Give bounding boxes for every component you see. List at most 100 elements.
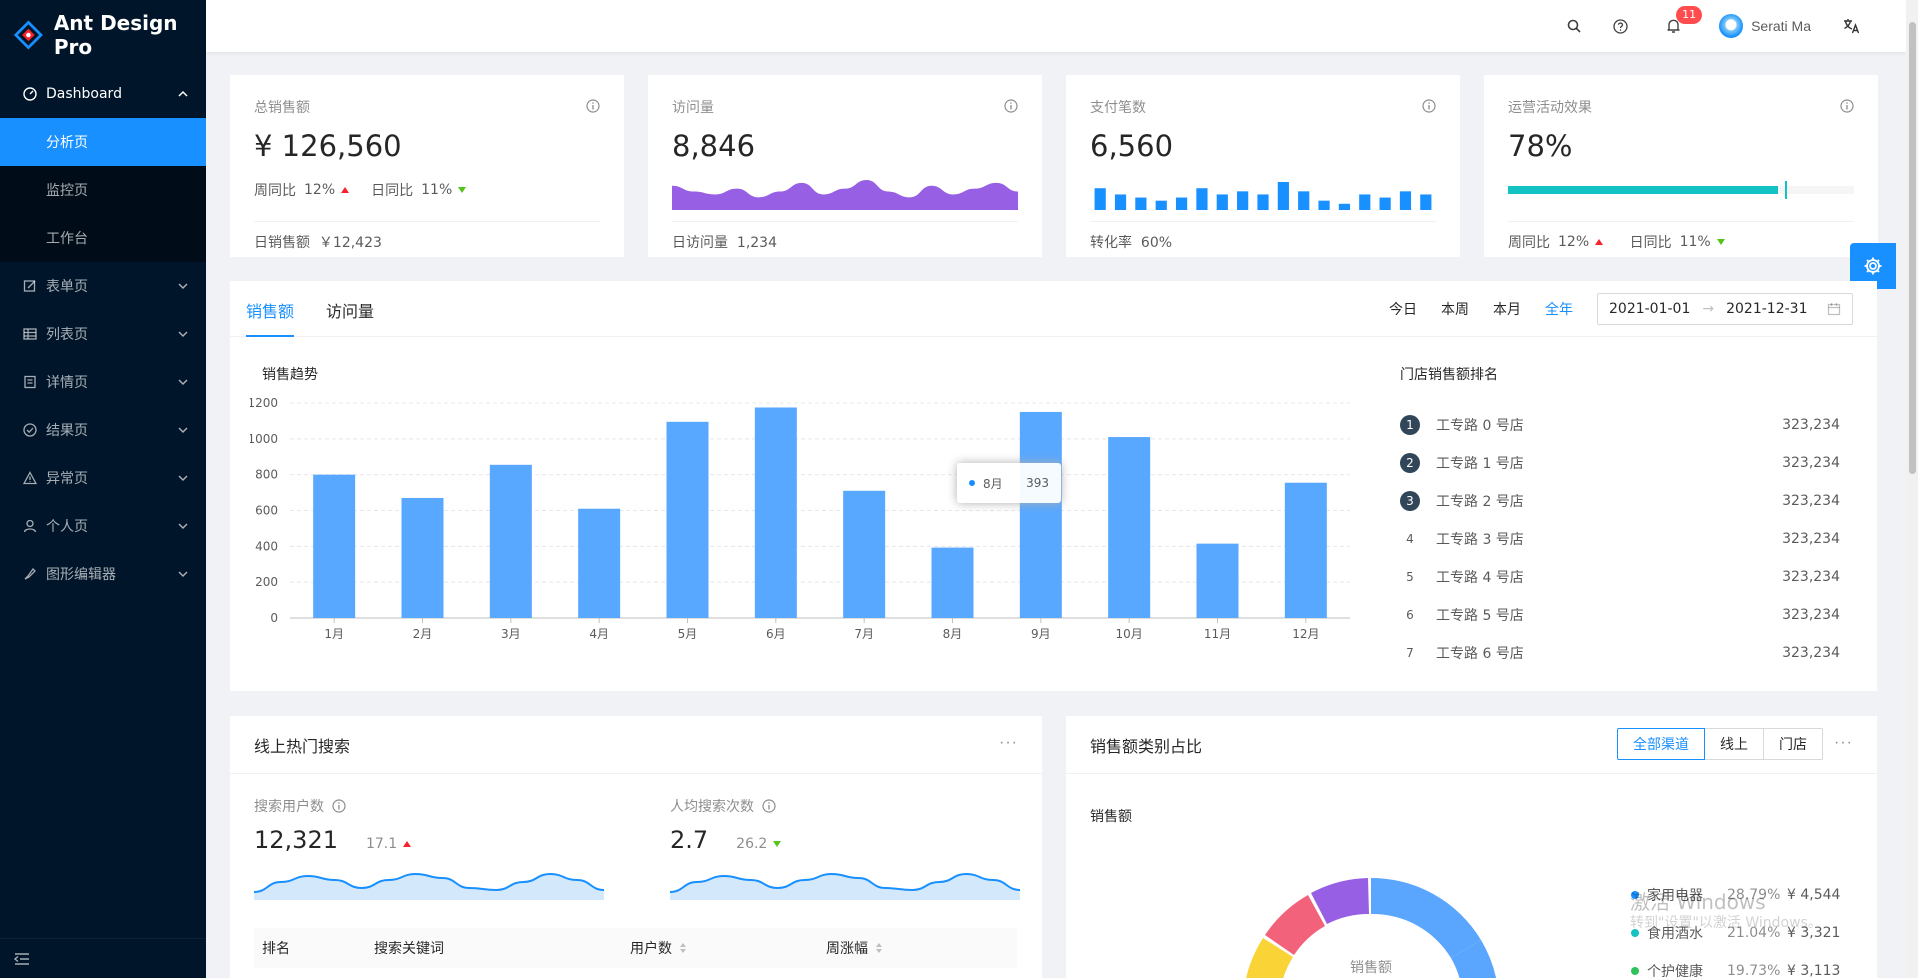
chart-title: 销售趋势 xyxy=(262,367,318,383)
rank-row: 2 工专路 1 号店 323,234 xyxy=(1400,444,1840,482)
radio-stores[interactable]: 门店 xyxy=(1763,728,1823,760)
rank-number: 6 xyxy=(1406,608,1414,622)
rank-number: 7 xyxy=(1406,646,1414,660)
menu-account[interactable]: 个人页 xyxy=(0,502,206,550)
stat-card-total-sales: 总销售额 ¥ 126,560 周同比 12% 日同比 11% 日销售额 ￥12,42… xyxy=(230,75,624,257)
column-range-label: 周涨幅 xyxy=(826,941,868,957)
sort-icon xyxy=(876,943,882,953)
info-circle-icon[interactable] xyxy=(1004,99,1018,113)
rank-row: 1 工专路 0 号店 323,234 xyxy=(1400,406,1840,444)
wave-area-line xyxy=(669,872,1021,893)
menu-profile[interactable]: 详情页 xyxy=(0,358,206,406)
menu-exception[interactable]: 异常页 xyxy=(0,454,206,502)
tooltip-value: 393 xyxy=(1026,476,1049,490)
ellipsis-icon[interactable]: ··· xyxy=(1834,734,1853,751)
rank-number: 3 xyxy=(1400,491,1420,511)
payment-bar xyxy=(1318,200,1330,210)
legend-item[interactable]: 家用电器 28.79% ¥ 4,544 xyxy=(1631,876,1861,914)
user-icon xyxy=(22,518,38,534)
footer-label: 转化率 xyxy=(1090,235,1132,251)
legend-item[interactable]: 个护健康 19.73% ¥ 3,113 xyxy=(1631,952,1861,978)
form-icon xyxy=(22,278,38,294)
visits-area-path xyxy=(672,180,1018,210)
avg-change-value: 26.2 xyxy=(736,836,768,852)
menu-result[interactable]: 结果页 xyxy=(0,406,206,454)
column-users[interactable]: 用户数 xyxy=(630,938,686,958)
payment-bar xyxy=(1175,197,1188,210)
mini-value: 2.7 26.2 xyxy=(670,826,1020,854)
stat-card-operations: 运营活动效果 78% 周同比 12% 日同比 11% xyxy=(1484,75,1878,257)
menu-editor[interactable]: 图形编辑器 xyxy=(0,550,206,598)
y-tick-label: 0 xyxy=(270,611,278,625)
range-month[interactable]: 本月 xyxy=(1493,302,1521,318)
column-weekly-range[interactable]: 周涨幅 xyxy=(826,938,882,958)
header-search[interactable] xyxy=(1557,0,1591,52)
sales-category-card: 销售额类别占比 全部渠道 线上 门店 ··· 销售额 销售额 家用电器 28.79… xyxy=(1066,716,1877,978)
date-range-picker[interactable]: 2021-01-01 → 2021-12-31 xyxy=(1597,293,1853,325)
stat-title: 运营活动效果 xyxy=(1508,100,1592,116)
rank-value: 323,234 xyxy=(1782,455,1840,471)
x-tick-label: 5月 xyxy=(678,627,698,641)
menu-form[interactable]: 表单页 xyxy=(0,262,206,310)
table-icon xyxy=(22,326,38,342)
range-week[interactable]: 本周 xyxy=(1441,302,1469,318)
radio-all-channels[interactable]: 全部渠道 xyxy=(1617,728,1705,760)
menu-result-label: 结果页 xyxy=(46,423,88,439)
header-language[interactable] xyxy=(1833,0,1870,52)
users-label: 搜索用户数 xyxy=(254,799,324,815)
caret-down-icon xyxy=(773,841,782,847)
x-tick-label: 6月 xyxy=(766,627,786,641)
menu-fold-icon xyxy=(14,952,29,965)
sales-bar-chart: 0 200 400 600 800 1000 1200 1月 2月 3月 4月 5月 6月 7月 8月 9月 1… xyxy=(250,396,1350,641)
caret-up-icon xyxy=(1595,239,1604,245)
x-tick-label: 7月 xyxy=(854,627,874,641)
collapse-toggle[interactable] xyxy=(0,938,206,978)
avg-value: 2.7 xyxy=(670,826,709,854)
menu-list[interactable]: 列表页 xyxy=(0,310,206,358)
payment-bar xyxy=(1257,194,1269,210)
legend-item[interactable]: 食用酒水 21.04% ¥ 3,321 xyxy=(1631,914,1861,952)
chevron-down-icon xyxy=(178,475,188,482)
week-value: 12% xyxy=(1558,234,1590,250)
submenu-workplace[interactable]: 工作台 xyxy=(46,231,88,247)
tab-visits[interactable]: 访问量 xyxy=(326,302,375,321)
bell-icon xyxy=(1667,19,1680,33)
range-today[interactable]: 今日 xyxy=(1389,302,1417,318)
date-end[interactable]: 2021-12-31 xyxy=(1726,301,1808,317)
progress-bar xyxy=(1508,181,1854,199)
info-circle-icon[interactable] xyxy=(1840,99,1854,113)
stat-card-payments: 支付笔数 6,560 转化率 60% xyxy=(1066,75,1460,257)
menu-profile-label: 详情页 xyxy=(46,375,88,391)
info-circle-icon[interactable] xyxy=(586,99,600,113)
header-notifications[interactable]: 11 xyxy=(1656,0,1703,52)
radio-online[interactable]: 线上 xyxy=(1704,728,1764,760)
info-circle-icon[interactable] xyxy=(332,799,346,813)
stat-card-visits: 访问量 8,846 日访问量 1,234 xyxy=(648,75,1042,257)
date-start[interactable]: 2021-01-01 xyxy=(1609,301,1691,317)
rank-number: 1 xyxy=(1400,415,1420,435)
column-keyword: 搜索关键词 xyxy=(374,941,444,957)
info-circle-icon[interactable] xyxy=(1422,99,1436,113)
wave-area-line xyxy=(253,872,605,893)
submenu-analysis[interactable]: 分析页 xyxy=(0,118,206,166)
page-scrollbar[interactable] xyxy=(1906,0,1918,978)
table-header: 排名 搜索关键词 用户数 周涨幅 xyxy=(254,928,1017,968)
header-user[interactable]: Serati Ma xyxy=(1709,0,1821,52)
rank-value: 323,234 xyxy=(1782,569,1840,585)
tab-sales[interactable]: 销售额 xyxy=(246,298,295,337)
legend-value: ¥ 3,113 xyxy=(1787,963,1841,978)
ellipsis-icon[interactable]: ··· xyxy=(999,734,1018,751)
range-year[interactable]: 全年 xyxy=(1545,302,1573,318)
header-help[interactable] xyxy=(1603,0,1638,52)
sales-bar xyxy=(578,508,621,618)
scrollbar-thumb[interactable] xyxy=(1909,22,1916,474)
payment-bar-chart xyxy=(1094,182,1432,210)
logo[interactable]: Ant Design Pro xyxy=(0,0,206,70)
payment-bar xyxy=(1237,191,1249,210)
info-circle-icon[interactable] xyxy=(762,799,776,813)
footer-label: 日访问量 xyxy=(672,235,728,251)
menu-dashboard[interactable]: Dashboard xyxy=(0,70,206,118)
submenu-monitor[interactable]: 监控页 xyxy=(46,183,88,199)
legend-value: ¥ 3,321 xyxy=(1787,925,1841,941)
column-rank: 排名 xyxy=(262,941,290,957)
